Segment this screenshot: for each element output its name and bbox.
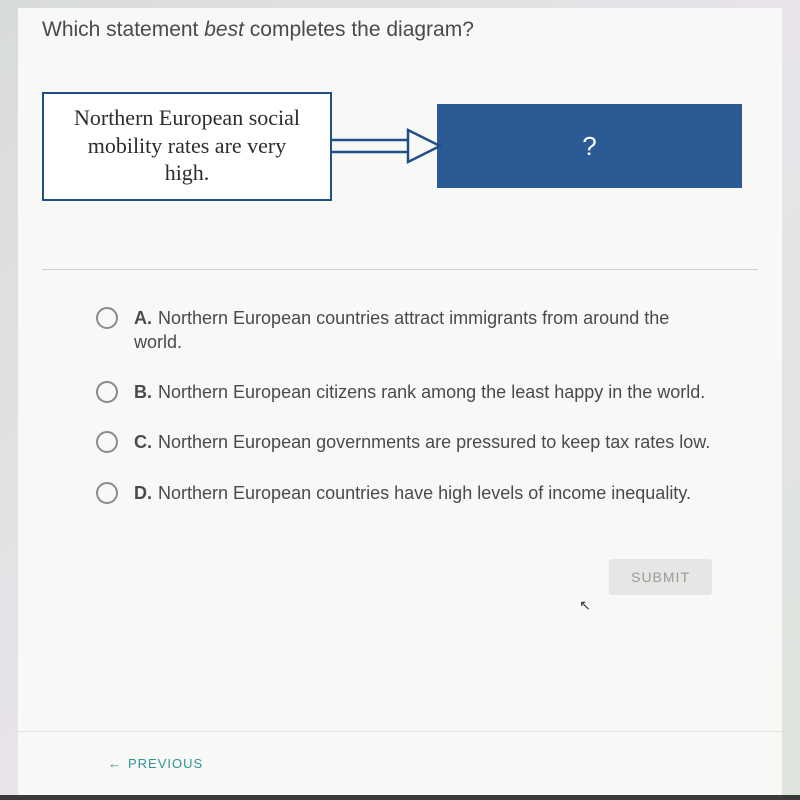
option-text: D. Northern European countries have high … — [134, 481, 691, 505]
diagram: Northern European social mobility rates … — [18, 60, 782, 225]
previous-button[interactable]: ← PREVIOUS — [108, 756, 203, 771]
option-letter: A. — [134, 308, 152, 328]
radio-icon[interactable] — [96, 381, 118, 403]
radio-icon[interactable] — [96, 307, 118, 329]
question-card: Which statement best completes the diagr… — [18, 8, 782, 795]
option-b[interactable]: B. Northern European citizens rank among … — [96, 380, 722, 404]
question-prefix: Which statement — [42, 18, 204, 41]
question-emphasis: best — [204, 18, 244, 41]
option-body: Northern European citizens rank among th… — [158, 382, 705, 402]
radio-icon[interactable] — [96, 431, 118, 453]
option-c[interactable]: C. Northern European governments are pres… — [96, 430, 722, 454]
option-letter: C. — [134, 432, 152, 452]
arrow-left-icon: ← — [108, 756, 122, 771]
question-prompt: Which statement best completes the diagr… — [18, 18, 782, 60]
answer-options: A.Northern European countries attract im… — [18, 270, 782, 505]
question-suffix: completes the diagram? — [244, 18, 474, 41]
submit-row: SUBMIT ↖ — [18, 531, 782, 612]
footer: ← PREVIOUS — [18, 731, 782, 795]
diagram-left-text: Northern European social mobility rates … — [74, 105, 300, 185]
option-text: B. Northern European citizens rank among … — [134, 380, 705, 404]
cursor-icon: ↖ — [579, 597, 591, 614]
option-a[interactable]: A.Northern European countries attract im… — [96, 306, 722, 355]
option-body: Northern European countries have high le… — [158, 483, 691, 503]
radio-icon[interactable] — [96, 482, 118, 504]
diagram-arrow — [330, 126, 445, 166]
diagram-left-box: Northern European social mobility rates … — [42, 92, 332, 201]
option-text: C. Northern European governments are pres… — [134, 430, 710, 454]
diagram-right-box: ? — [437, 104, 742, 188]
option-body: Northern European countries attract immi… — [134, 308, 669, 352]
previous-label: PREVIOUS — [128, 756, 203, 771]
screen-wrapper: Which statement best completes the diagr… — [0, 0, 800, 795]
option-d[interactable]: D. Northern European countries have high … — [96, 481, 722, 505]
option-letter: B. — [134, 382, 152, 402]
submit-button[interactable]: SUBMIT — [609, 559, 712, 595]
option-text: A.Northern European countries attract im… — [134, 306, 722, 355]
diagram-right-text: ? — [582, 131, 596, 162]
option-letter: D. — [134, 483, 152, 503]
option-body: Northern European governments are pressu… — [158, 432, 710, 452]
